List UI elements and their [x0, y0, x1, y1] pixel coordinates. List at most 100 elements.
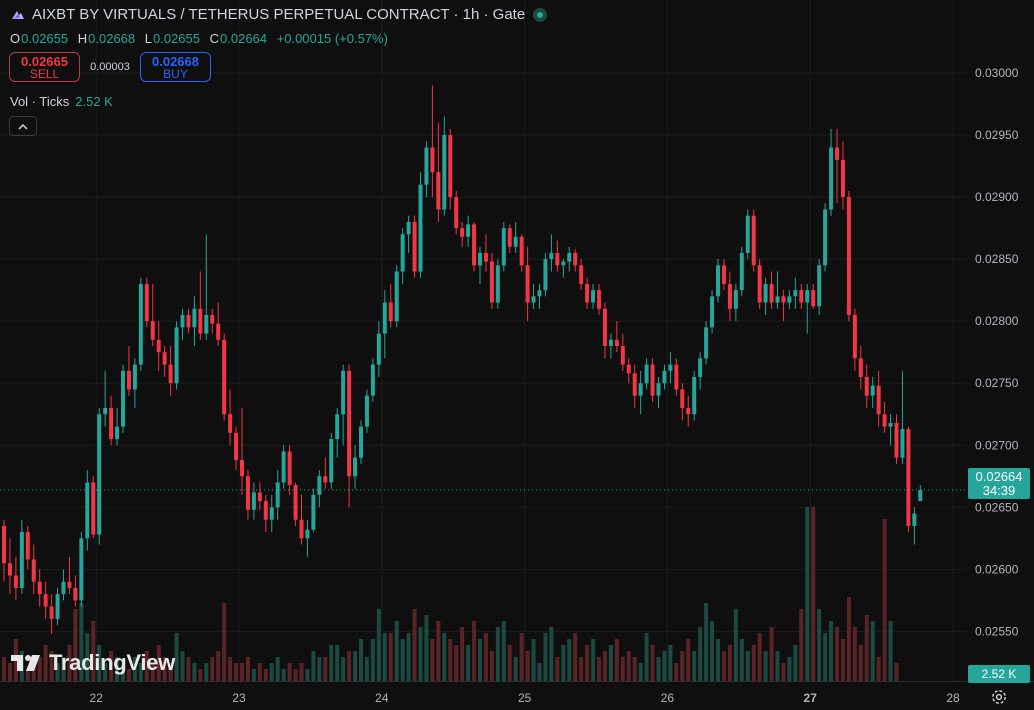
volume-bar	[353, 651, 358, 681]
candle-body	[156, 339, 161, 353]
volume-bar	[67, 645, 72, 681]
candle-body	[7, 563, 12, 576]
candle-body	[19, 532, 24, 588]
volume-bar	[864, 615, 869, 681]
candle-body	[864, 377, 869, 396]
volume-bar	[204, 663, 209, 681]
volume-bar	[162, 657, 167, 681]
candle-body	[799, 290, 804, 303]
candle-body	[852, 314, 857, 359]
candle-body	[531, 296, 536, 303]
volume-bar	[144, 651, 149, 681]
volume-bar	[31, 663, 36, 681]
candle-body	[293, 484, 298, 520]
volume-bar	[186, 657, 191, 681]
volume-bar	[364, 657, 369, 681]
volume-bar	[317, 657, 322, 681]
candle-body	[507, 228, 512, 247]
buy-label: BUY	[163, 67, 188, 81]
collapse-legend-button[interactable]	[9, 116, 37, 136]
volume-bars	[2, 507, 899, 681]
candle-body	[97, 414, 102, 535]
candle-body	[73, 587, 78, 601]
volume-bar	[769, 627, 774, 681]
candle-body	[2, 525, 6, 564]
volume-bar	[341, 657, 346, 681]
volume-bar	[174, 633, 179, 681]
volume-bar	[608, 645, 613, 681]
volume-bar	[888, 621, 893, 681]
open-value: 0.02655	[21, 31, 69, 46]
buy-button[interactable]: 0.02668 BUY	[140, 52, 211, 82]
volume-bar	[733, 609, 738, 681]
candle-body	[894, 422, 899, 458]
volume-bar	[870, 621, 875, 681]
high-value: 0.02668	[88, 31, 136, 46]
price-axis[interactable]: 0.02550 0.02600 0.02650 0.02700 0.02750 0.028…	[975, 66, 1019, 638]
candle-body	[347, 370, 352, 477]
time-axis[interactable]: 22 23 24 25 26 27 28	[0, 681, 1034, 706]
volume-bar	[620, 657, 625, 681]
volume-bar	[692, 651, 697, 681]
low-label: L	[144, 31, 152, 46]
volume-bar	[597, 657, 601, 681]
volume-bar	[614, 639, 619, 681]
candle-body	[644, 364, 649, 384]
candle-body	[757, 265, 762, 303]
candle-body	[388, 302, 393, 322]
chart-title[interactable]: AIXBT BY VIRTUALS / TETHERUS PERPETUAL C…	[10, 6, 548, 23]
candle-body	[109, 408, 114, 440]
volume-bar	[460, 627, 465, 681]
volume-bar	[573, 633, 578, 681]
candle-body	[299, 519, 304, 539]
volume-bar	[79, 603, 84, 681]
candle-body	[638, 383, 643, 396]
volume-bar	[73, 609, 78, 681]
volume-bar	[192, 663, 197, 681]
candle-body	[769, 283, 774, 303]
volume-bar	[115, 657, 120, 681]
candle-body	[632, 373, 637, 396]
volume-bar	[55, 663, 60, 681]
sell-button[interactable]: 0.02665 SELL	[9, 52, 80, 82]
candle-body	[251, 492, 256, 510]
volume-bar	[710, 621, 715, 681]
volume-bar	[823, 633, 828, 681]
candle-body	[751, 215, 756, 266]
volume-bar	[132, 657, 137, 681]
volume-bar	[216, 651, 221, 681]
volume-bar	[311, 651, 316, 681]
volume-bar	[525, 651, 530, 681]
tradingview-logo-icon	[11, 655, 40, 671]
volume-bar	[43, 645, 48, 681]
candle-body	[846, 197, 851, 315]
volume-bar	[61, 657, 66, 681]
volume-bar	[716, 639, 720, 681]
candle-body	[263, 501, 268, 520]
candle-body	[210, 314, 215, 324]
trade-buttons: 0.02665 SELL 0.00003 0.02668 BUY	[9, 52, 211, 82]
price-tick-label: 0.02850	[975, 252, 1019, 266]
gear-icon[interactable]	[990, 688, 1008, 706]
volume-bar	[448, 639, 453, 681]
volume-bar	[126, 669, 131, 681]
volume-bar	[245, 657, 250, 681]
volume-legend[interactable]: Vol · Ticks 2.52 K	[10, 94, 113, 109]
watermark-text: TradingView	[49, 650, 175, 675]
volume-bar	[472, 621, 477, 681]
volume-bar	[668, 645, 673, 681]
candle-body	[793, 290, 798, 297]
change-value: +0.00015 (+0.57%)	[276, 31, 388, 46]
volume-bar	[281, 669, 286, 681]
tradingview-watermark[interactable]: TradingView	[11, 650, 175, 676]
candle-body	[668, 364, 673, 371]
volume-bar	[287, 663, 292, 681]
volume-bar	[632, 657, 637, 681]
volume-bar	[347, 651, 352, 681]
volume-bar	[638, 663, 643, 681]
volume-label: Vol · Ticks	[10, 94, 70, 109]
candle-body	[198, 308, 203, 334]
volume-bar	[852, 627, 857, 681]
volume-bar	[829, 621, 834, 681]
